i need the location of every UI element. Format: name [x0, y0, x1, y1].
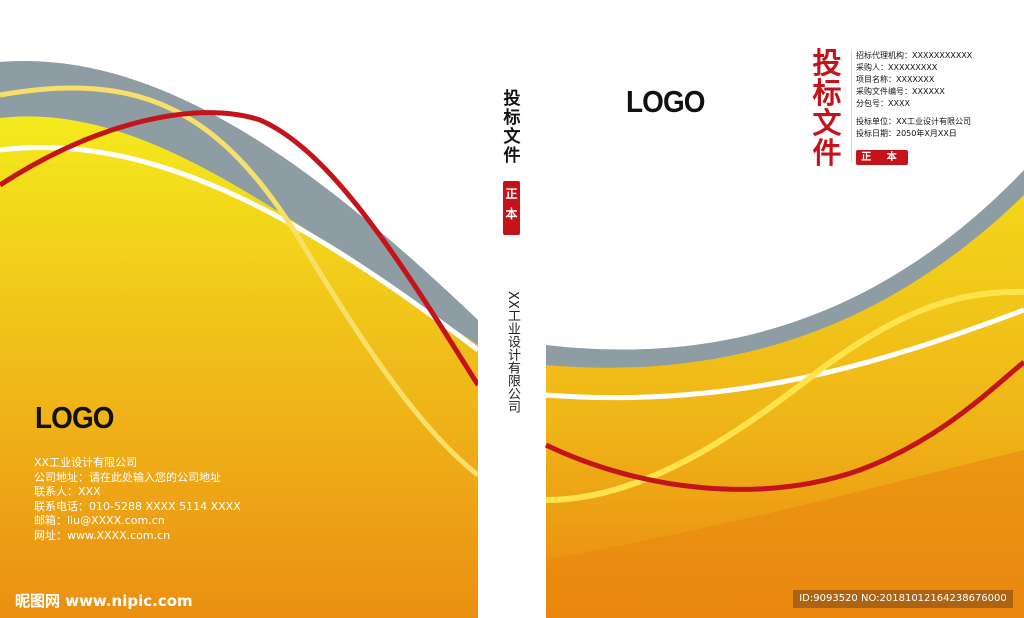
front-orange-lower [546, 450, 1024, 618]
back-info-line: XX工业设计有限公司 [34, 456, 138, 469]
front-info-line: 项目名称：XXXXXXX [856, 75, 935, 84]
back-red-wave [0, 110, 481, 387]
front-yellow-wave [545, 288, 1024, 503]
front-title: 投标文件 [812, 46, 842, 170]
front-project-info: 招标代理机构：XXXXXXXXXXX 采购人：XXXXXXXXX 项目名称：XX… [856, 50, 972, 140]
front-divider [851, 50, 852, 162]
front-bidder-line: 投标单位：XX工业设计有限公司 [856, 117, 971, 126]
front-info-line: 采购人：XXXXXXXXX [856, 63, 938, 72]
back-info-line: 公司地址：请在此处输入您的公司地址 [34, 470, 221, 484]
front-logo: LOGO [626, 84, 705, 119]
back-company-info: XX工业设计有限公司 公司地址：请在此处输入您的公司地址 联系人：XXX 联系电… [34, 456, 241, 544]
front-gray-band [546, 170, 1024, 375]
back-info-line: 联系人：XXX [34, 485, 101, 499]
back-info-line: 网址：www.XXXX.com.cn [34, 528, 171, 542]
spine-company: XX工业设计有限公司 [505, 291, 520, 413]
front-bidder-line: 投标日期：2050年X月XX日 [856, 129, 957, 138]
image-id-strip: ID:9093520 NO:20181012164238676000 [793, 590, 1013, 608]
front-info-line: 分包号：XXXX [856, 99, 910, 108]
front-red-wave [544, 360, 1024, 492]
back-cover-waves [0, 61, 481, 618]
front-info-line: 采购文件编号：XXXXXX [856, 87, 945, 96]
back-logo: LOGO [35, 400, 114, 435]
site-watermark: 昵图网 www.nipic.com [15, 592, 193, 610]
spine-badge: 正本 [503, 181, 520, 235]
front-info-line: 招标代理机构：XXXXXXXXXXX [856, 51, 973, 60]
spine-panel [478, 0, 546, 618]
back-yellow-field [0, 116, 478, 618]
front-badge: 正 本 [856, 150, 908, 165]
spine-title: 投标文件 [503, 89, 521, 166]
back-info-line: 联系电话：010-5288 XXXX 5114 XXXX [34, 499, 241, 513]
back-info-line: 邮箱：liu@XXXX.com.cn [34, 514, 165, 528]
front-cover-waves [544, 170, 1024, 618]
back-pale-wave [0, 85, 480, 477]
